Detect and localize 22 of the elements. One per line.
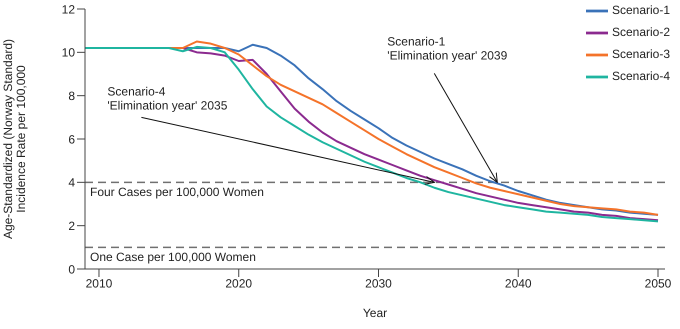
annotation: Scenario-1 'Elimination year' 2039 <box>387 34 508 62</box>
legend-label: Scenario-2 <box>612 25 670 40</box>
ref-line-label: One Case per 100,000 Women <box>90 250 256 264</box>
legend-label: Scenario-3 <box>612 47 670 62</box>
y-tick-label: 8 <box>68 88 76 103</box>
x-tick-label: 2020 <box>225 276 252 291</box>
x-tick-label: 2030 <box>365 276 392 291</box>
x-tick-label: 2040 <box>504 276 532 291</box>
y-tick-label: 4 <box>68 176 76 190</box>
y-tick-label: 2 <box>68 218 76 233</box>
x-tick-label: 2010 <box>86 276 113 291</box>
x-tick-label: 2050 <box>644 276 672 291</box>
ref-line-label: Four Cases per 100,000 Women <box>90 184 264 199</box>
y-tick-label: 12 <box>62 2 76 16</box>
y-tick-label: 10 <box>62 46 76 60</box>
y-axis-title: Age-Standardized (Norway Standard) Incidence Rate per 100,000 <box>1 38 28 240</box>
y-tick-label: 0 <box>68 262 76 276</box>
legend-label: Scenario-1 <box>612 3 670 18</box>
x-axis-title: Year <box>362 306 388 320</box>
legend-label: Scenario-4 <box>612 69 670 84</box>
annotation: Scenario-4 'Elimination year' 2035 <box>107 84 228 112</box>
y-tick-label: 6 <box>68 132 76 146</box>
